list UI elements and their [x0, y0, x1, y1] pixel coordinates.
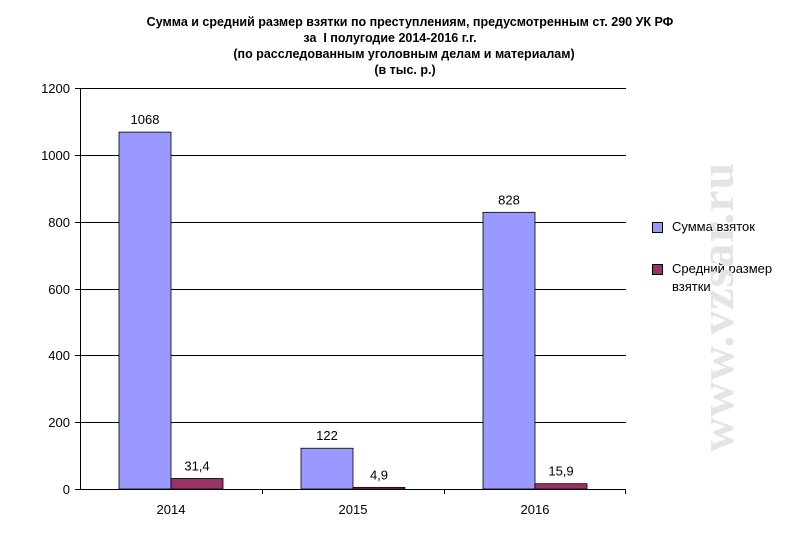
legend-label-sum: Сумма взяток [672, 219, 755, 234]
title-line-3: (по расследованным уголовным делам и мат… [233, 47, 575, 61]
y-tick-label: 600 [48, 282, 70, 297]
x-tick-label: 2016 [521, 502, 550, 517]
y-tick-label: 800 [48, 215, 70, 230]
data-label: 4,9 [370, 467, 388, 482]
legend-item-average: Средний размер взятки [652, 260, 782, 296]
chart-title: Сумма и средний размер взятки по преступ… [0, 14, 800, 78]
y-tick-label: 400 [48, 348, 70, 363]
data-label: 828 [498, 192, 520, 207]
data-label: 15,9 [548, 464, 573, 479]
y-tick-label: 200 [48, 415, 70, 430]
chart-legend: Сумма взяток Средний размер взятки [652, 218, 782, 320]
bar [300, 447, 354, 490]
data-label: 1068 [131, 112, 160, 127]
y-tick-label: 1000 [41, 148, 70, 163]
x-tick-label: 2014 [157, 502, 186, 517]
title-line-4: (в тыс. р.) [374, 63, 436, 77]
legend-item-sum: Сумма взяток [652, 218, 782, 236]
watermark: www.vzsar.ru [691, 161, 744, 452]
y-tick-label: 0 [63, 482, 70, 497]
x-tick-label: 2015 [339, 502, 368, 517]
title-line-1: Сумма и средний размер взятки по преступ… [146, 15, 674, 29]
bar [534, 483, 588, 490]
legend-label-average: Средний размер взятки [672, 261, 773, 294]
data-label: 31,4 [184, 459, 209, 474]
y-tick-label: 1200 [41, 81, 70, 96]
bar [352, 486, 406, 490]
legend-swatch-sum [652, 222, 663, 233]
data-label: 122 [316, 428, 338, 443]
bar [118, 131, 172, 490]
title-line-2: за I полугодие 2014-2016 г.г. [303, 31, 477, 45]
bar [170, 478, 224, 490]
bar [482, 211, 536, 490]
legend-swatch-average [652, 264, 663, 275]
